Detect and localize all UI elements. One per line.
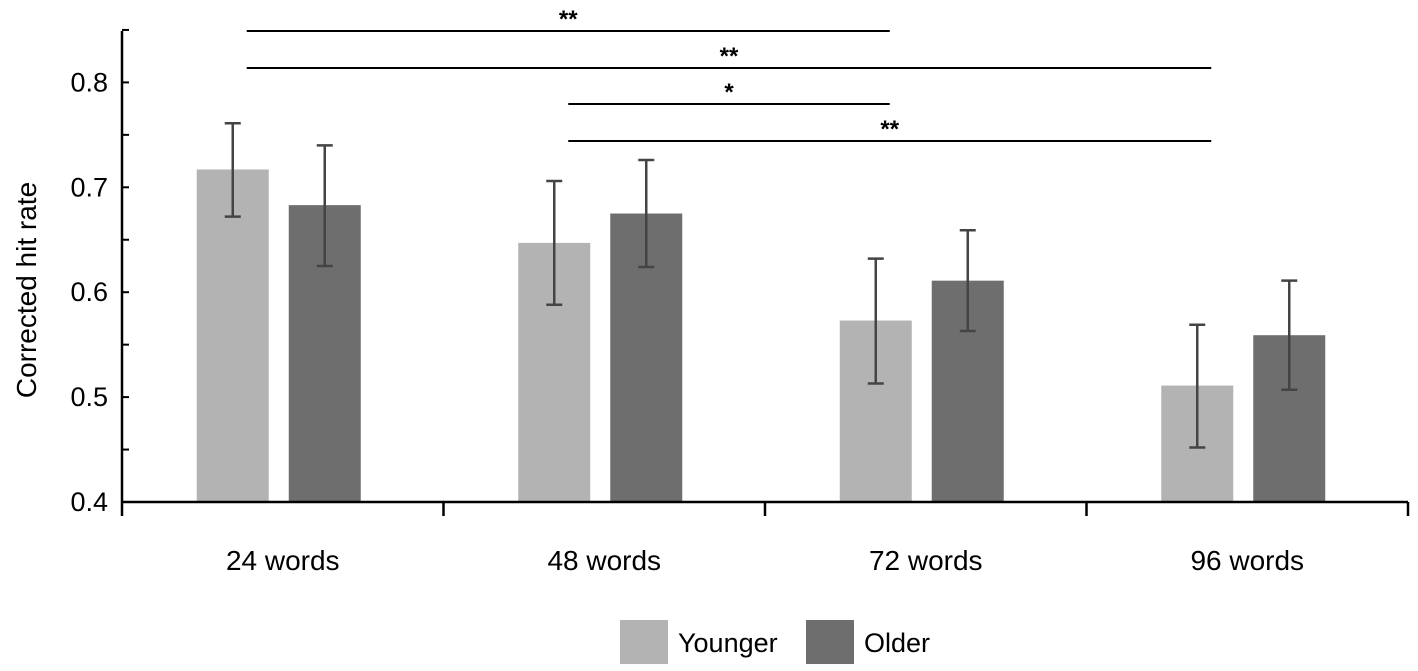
significance-layer: ******* <box>246 6 1212 143</box>
error-bar-older-3 <box>959 229 976 333</box>
legend-item-older: Older <box>806 620 930 664</box>
error-bars-layer <box>224 122 1298 449</box>
axes: 0.4 0.5 0.6 0.7 0.8 24 words 48 words 72 words 9… <box>70 28 1410 576</box>
error-bar-older-4 <box>1281 279 1298 392</box>
significance-label: ** <box>720 43 739 70</box>
legend-swatch <box>620 620 668 664</box>
y-tick-label: 0.8 <box>70 67 108 97</box>
legend-label: Older <box>864 628 930 658</box>
significance-bracket-4: ** <box>568 116 1212 143</box>
y-tick-label: 0.4 <box>70 487 108 517</box>
error-bar-younger-1 <box>224 122 241 218</box>
legend: Younger Older <box>620 620 930 664</box>
significance-label: ** <box>559 6 578 33</box>
error-bar-younger-2 <box>546 179 563 307</box>
legend-label: Younger <box>678 628 778 658</box>
x-category-label: 96 words <box>1190 545 1304 576</box>
bars-layer <box>196 169 1326 503</box>
y-tick-label: 0.7 <box>70 172 108 202</box>
error-bar-older-1 <box>316 144 333 268</box>
x-category-label: 72 words <box>869 545 983 576</box>
error-bar-older-2 <box>638 158 655 269</box>
x-category-label: 24 words <box>226 545 340 576</box>
error-bar-younger-4 <box>1189 323 1206 449</box>
y-tick-label: 0.5 <box>70 382 108 412</box>
significance-bracket-3: * <box>568 79 890 106</box>
bar-younger-1 <box>196 169 269 503</box>
x-category-label: 48 words <box>547 545 661 576</box>
y-tick-label: 0.6 <box>70 277 108 307</box>
significance-bracket-2: ** <box>246 43 1212 70</box>
significance-bracket-1: ** <box>246 6 890 33</box>
y-axis-label: Corrected hit rate <box>11 182 42 398</box>
significance-label: ** <box>880 116 899 143</box>
significance-label: * <box>724 79 734 106</box>
legend-swatch <box>806 620 854 664</box>
error-bar-younger-3 <box>867 257 884 385</box>
legend-item-younger: Younger <box>620 620 778 664</box>
